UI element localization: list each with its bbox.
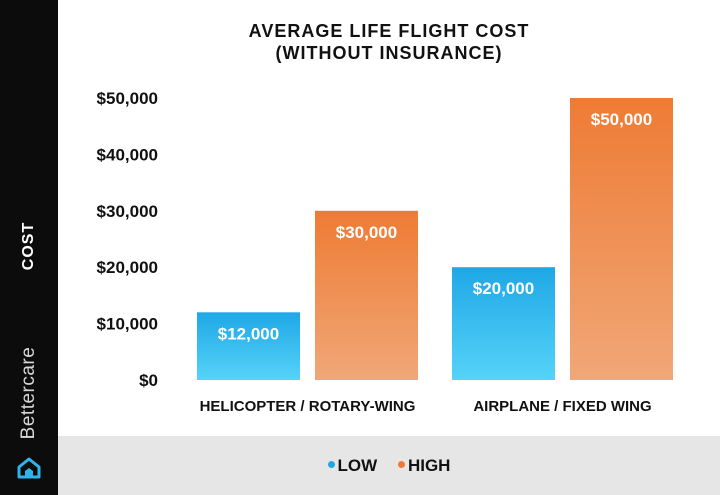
legend-label-low: LOW xyxy=(337,456,378,475)
chart-title-line-2: (WITHOUT INSURANCE) xyxy=(275,43,503,63)
x-tick-label: HELICOPTER / ROTARY-WING xyxy=(200,398,416,415)
y-tick-label: $20,000 xyxy=(97,258,158,277)
y-axis-ticks: $0 $10,000 $20,000 $30,000 $40,000 $50,000 xyxy=(97,89,158,390)
legend-bar: LOW HIGH xyxy=(58,436,720,495)
bar-high-1 xyxy=(315,210,418,380)
legend-item-low: LOW xyxy=(327,456,378,476)
bar-high-2 xyxy=(570,98,673,380)
chart-title: AVERAGE LIFE FLIGHT COST (WITHOUT INSURA… xyxy=(58,20,720,64)
bars: $12,000 $30,000 $20,000 $50,000 xyxy=(197,98,673,380)
legend-label-high: HIGH xyxy=(407,456,451,475)
data-label-low-1: $12,000 xyxy=(218,324,279,343)
sidebar: COST Bettercare xyxy=(0,0,58,495)
y-tick-label: $30,000 xyxy=(97,202,158,221)
bar-chart: $0 $10,000 $20,000 $30,000 $40,000 $50,000 $1… xyxy=(97,89,673,415)
chart-title-line-1: AVERAGE LIFE FLIGHT COST xyxy=(248,21,530,41)
bettercare-logo-icon xyxy=(17,457,41,479)
x-tick-label: AIRPLANE / FIXED WING xyxy=(473,398,651,415)
bar-low-2 xyxy=(452,267,555,380)
legend-dot-high xyxy=(397,461,405,469)
x-axis-ticks: HELICOPTER / ROTARY-WING AIRPLANE / FIXED… xyxy=(200,398,652,415)
y-tick-label: $0 xyxy=(139,371,158,390)
legend-item-high: HIGH xyxy=(397,456,451,476)
legend-dot-low xyxy=(327,461,335,469)
data-label-high-2: $50,000 xyxy=(591,110,652,129)
y-tick-label: $50,000 xyxy=(97,89,158,108)
data-label-low-2: $20,000 xyxy=(473,279,534,298)
bar-low-1 xyxy=(197,312,300,380)
data-label-high-1: $30,000 xyxy=(336,223,397,242)
legend: LOW HIGH xyxy=(58,456,720,476)
y-tick-label: $40,000 xyxy=(97,145,158,164)
y-tick-label: $10,000 xyxy=(97,315,158,334)
